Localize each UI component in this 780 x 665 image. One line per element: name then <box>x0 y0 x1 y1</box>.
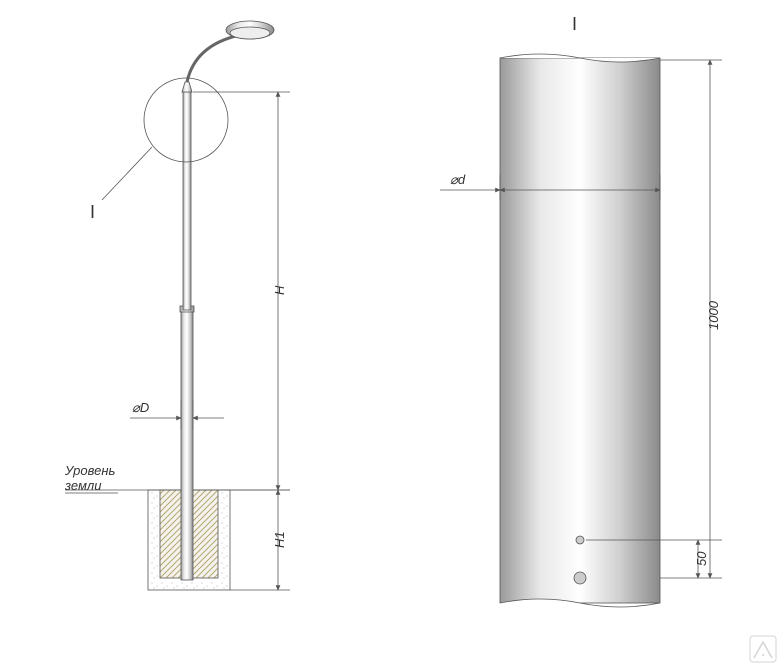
right-view: I ⌀d 1000 50 <box>440 14 722 620</box>
lamp-arm <box>187 35 240 82</box>
dimension-D: ⌀D <box>130 400 224 430</box>
svg-text:H1: H1 <box>272 531 287 548</box>
corner-watermark <box>750 636 776 662</box>
lamp-head <box>226 21 274 39</box>
svg-text:1000: 1000 <box>706 300 721 330</box>
svg-text:50: 50 <box>694 551 709 566</box>
svg-text:Уровень: Уровень <box>64 463 116 478</box>
ground-label: Уровень земли <box>64 463 118 493</box>
detail-callout-label: I <box>90 202 95 222</box>
svg-text:⌀d: ⌀d <box>450 172 466 187</box>
detail-tube <box>500 54 660 620</box>
pole-upper <box>183 92 191 310</box>
dimension-1000: 1000 <box>660 60 722 578</box>
dimension-H: H <box>193 92 290 490</box>
svg-text:⌀D: ⌀D <box>132 400 149 415</box>
dimension-H1: H1 <box>230 490 290 590</box>
diagram-canvas: I Уровень земли H H1 ⌀D <box>0 0 780 665</box>
hole-small <box>576 536 584 544</box>
svg-text:H: H <box>272 285 287 295</box>
detail-section-label: I <box>572 14 577 34</box>
svg-text:земли: земли <box>64 478 101 493</box>
pole-top-cap <box>182 82 192 92</box>
pole-lower <box>181 310 193 580</box>
hole-large <box>574 572 586 584</box>
left-view: I Уровень земли H H1 ⌀D <box>64 21 290 590</box>
detail-callout-leader <box>102 147 152 200</box>
